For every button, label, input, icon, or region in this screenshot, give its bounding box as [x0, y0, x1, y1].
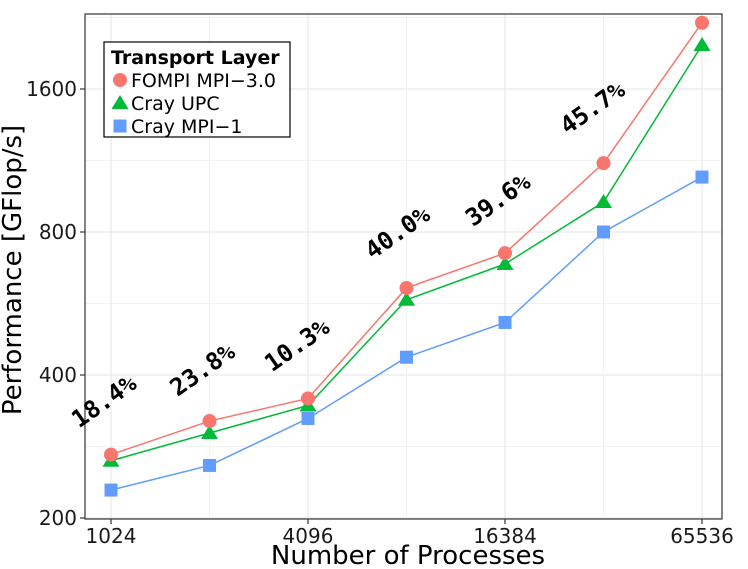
legend-key — [113, 73, 127, 87]
annotation-label: 23.8% — [165, 337, 241, 402]
data-point — [596, 156, 611, 171]
annotation-label: 18.4% — [66, 369, 142, 434]
data-point — [301, 391, 315, 406]
legend-key — [111, 95, 129, 109]
data-point — [203, 458, 216, 472]
y-tick-label: 800 — [39, 220, 77, 244]
legend-box — [103, 41, 291, 138]
data-point — [498, 246, 512, 261]
plot-panel-border — [84, 13, 723, 520]
data-point — [104, 447, 118, 462]
data-point — [201, 424, 218, 439]
y-tick-label: 1600 — [26, 77, 77, 101]
x-tick-label: 4096 — [283, 524, 334, 548]
y-tick-label: 400 — [39, 363, 77, 387]
data-point — [104, 483, 118, 497]
data-point — [498, 315, 512, 329]
data-point — [595, 194, 612, 209]
data-point — [202, 414, 217, 429]
x-tick-label: 65536 — [670, 524, 734, 548]
legend-label: FOMPI MPI−3.0 — [131, 70, 276, 92]
legend-key — [113, 119, 127, 133]
annotation-label: 45.7% — [555, 75, 631, 140]
x-axis-title: Number of Processes — [271, 541, 545, 569]
x-tick-label: 16384 — [473, 524, 537, 548]
legend-label: Cray MPI−1 — [131, 116, 242, 138]
legend-label: Cray UPC — [131, 93, 220, 115]
data-point — [301, 411, 315, 425]
data-point — [398, 291, 415, 306]
data-point — [693, 37, 711, 52]
annotation-label: 101.8% — [615, 0, 703, 4]
annotation-label: 10.3% — [259, 313, 335, 378]
data-point — [695, 15, 709, 30]
tick-layer: 200 400 800 1600 1024 4096 16384 65536 — [26, 77, 734, 548]
data-point — [695, 170, 709, 184]
data-point — [400, 350, 413, 364]
data-point — [597, 225, 610, 239]
annotation-label: 39.6% — [460, 167, 536, 232]
data-point — [399, 280, 414, 295]
x-tick-label: 1024 — [86, 524, 137, 548]
data-point — [496, 256, 514, 271]
annotation-label: 40.0% — [360, 200, 436, 265]
y-axis-title: Performance [GFlop/s] — [0, 125, 28, 415]
series-layer — [102, 15, 711, 497]
y-tick-label: 200 — [39, 506, 77, 530]
legend-title: Transport Layer — [111, 47, 280, 69]
